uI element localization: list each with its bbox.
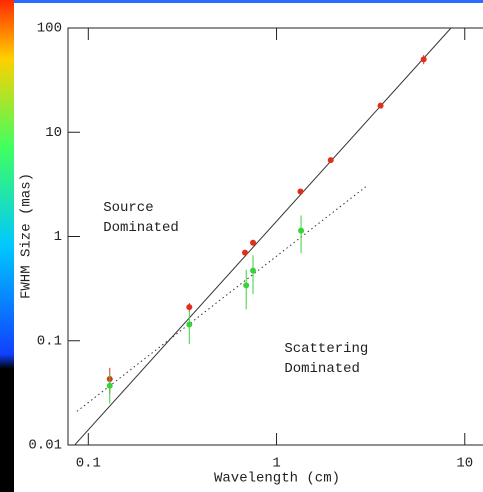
y-tick-label: 100 [37, 21, 62, 37]
y-tick-label: 0.01 [28, 438, 62, 454]
annotation: Dominated [103, 220, 179, 236]
annotation: Dominated [284, 361, 360, 377]
data-point [242, 249, 249, 256]
x-axis-label: Wavelength (cm) [214, 471, 340, 487]
background-strip [0, 0, 14, 492]
x-tick-label: 0.1 [76, 456, 101, 472]
data-point [377, 102, 384, 109]
plot-area [74, 28, 452, 445]
data-point [327, 157, 334, 164]
y-axis-label: FWHM Size (mas) [19, 173, 35, 299]
data-point [250, 239, 257, 246]
data-point [106, 382, 113, 389]
background-strip [14, 0, 483, 3]
data-point [297, 188, 304, 195]
x-tick-label: 10 [456, 456, 473, 472]
fit-line [74, 28, 452, 445]
data-point [186, 304, 193, 311]
data-point [186, 321, 193, 328]
y-tick-label: 1 [54, 229, 62, 245]
x-tick-label: 1 [272, 456, 280, 472]
annotation: Scattering [284, 341, 368, 357]
data-point [250, 267, 257, 274]
annotation: Source [103, 200, 153, 216]
data-point [243, 282, 250, 289]
data-point [420, 56, 427, 63]
fit-line [76, 184, 368, 412]
data-point [298, 227, 305, 234]
y-tick-label: 0.1 [37, 333, 62, 349]
plot-frame [67, 27, 483, 446]
y-tick-label: 10 [45, 125, 62, 141]
